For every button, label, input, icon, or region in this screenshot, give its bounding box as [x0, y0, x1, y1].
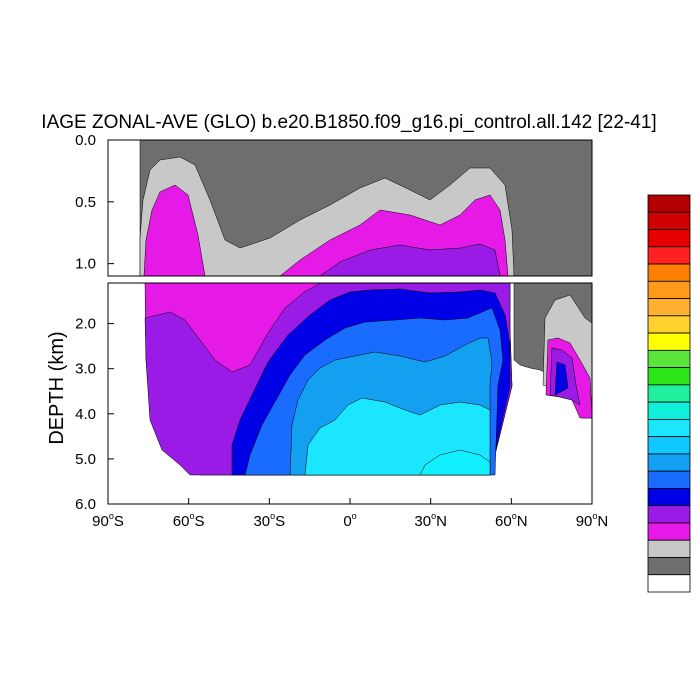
y-tick-label: 4.0 [75, 406, 96, 423]
colorbar-swatch [647, 401, 691, 420]
colorbar-swatch [647, 194, 691, 213]
colorbar-swatch [647, 349, 691, 369]
y-tick-label: 5.0 [75, 451, 96, 468]
y-axis-ticks: 0.0 0.5 1.0 2.0 3.0 4.0 5.0 6.0 [75, 132, 114, 513]
colorbar-swatch [647, 505, 691, 524]
upper-panel-frame [107, 139, 593, 277]
colorbar-swatch [647, 470, 691, 489]
y-axis-label: DEPTH (km) [46, 331, 68, 444]
colorbar-swatch [647, 539, 691, 558]
colorbar-swatch [647, 522, 691, 541]
x-tick-label: 90oS [92, 511, 124, 530]
y-tick-label: 1.0 [75, 256, 96, 273]
colorbar-swatch [647, 229, 691, 248]
chart-title: IAGE ZONAL-AVE (GLO) b.e20.B1850.f09_g16… [41, 112, 656, 133]
colorbar-swatch [647, 367, 691, 386]
x-tick-label: 60oS [173, 511, 205, 530]
y-tick-label: 0.5 [75, 194, 96, 211]
colorbar-swatch [647, 315, 691, 334]
colorbar-swatch [647, 280, 691, 299]
y-tick-label: 2.0 [75, 316, 96, 333]
colorbar-swatch [647, 298, 691, 317]
colorbar-swatch [647, 211, 691, 230]
colorbar-swatch [647, 557, 691, 576]
colorbar [647, 194, 691, 593]
colorbar-swatch [647, 246, 691, 265]
y-tick-label: 3.0 [75, 361, 96, 378]
colorbar-swatch [647, 332, 691, 351]
colorbar-swatch [647, 384, 691, 403]
contour-purple-upper [319, 243, 501, 276]
colorbar-swatch [647, 453, 691, 472]
colorbar-swatch [647, 436, 691, 455]
x-axis-ticks: 90oS 60oS 30oS 0o 30oN 60oN 90oN [92, 498, 608, 530]
y-tick-label: 0.0 [75, 132, 96, 149]
colorbar-swatch [647, 263, 691, 282]
contour-bright-cyan-lower [419, 449, 491, 476]
colorbar-swatch [647, 488, 691, 507]
x-tick-label: 30oS [253, 511, 285, 530]
x-tick-label: 30oN [414, 511, 447, 530]
upper-depth-panel [107, 139, 593, 277]
lower-depth-panel [107, 282, 593, 505]
x-tick-label: 0o [343, 511, 356, 530]
y-tick-label: 6.0 [75, 496, 96, 513]
colorbar-swatch [647, 574, 691, 593]
x-tick-label: 90oN [576, 511, 609, 530]
x-tick-label: 60oN [495, 511, 528, 530]
contour-blue-arctic [554, 361, 569, 396]
colorbar-swatch [647, 418, 691, 438]
